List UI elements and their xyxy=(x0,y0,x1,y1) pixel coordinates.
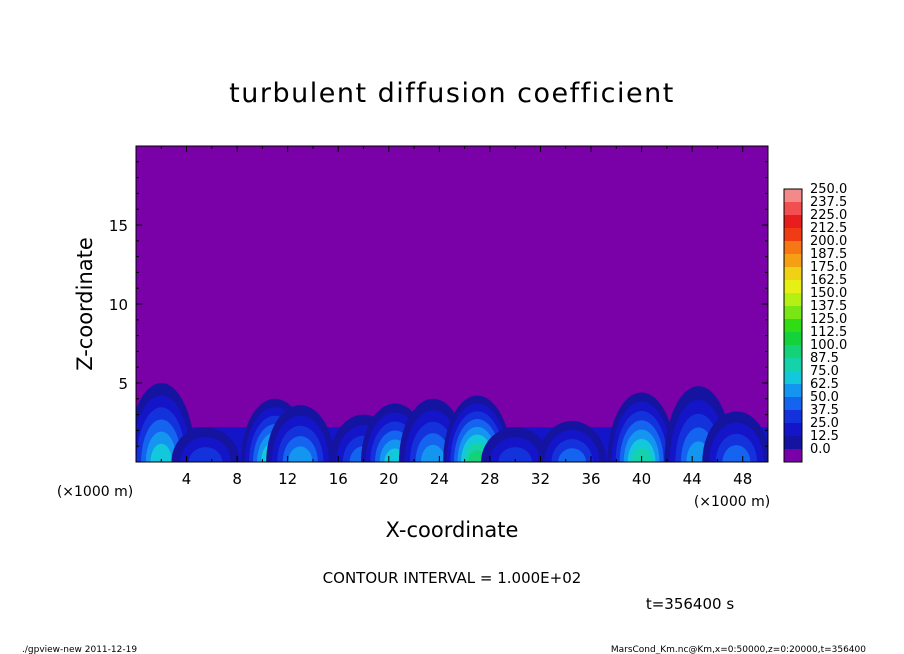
x-tick-label: 4 xyxy=(182,470,192,488)
contour-interval-text: CONTOUR INTERVAL = 1.000E+02 xyxy=(323,569,582,587)
colorbar-label: 25.0 xyxy=(810,416,839,431)
colorbar-swatch xyxy=(784,189,802,203)
colorbar-label: 75.0 xyxy=(810,364,839,379)
colorbar-label: 225.0 xyxy=(810,208,847,223)
x-tick-label: 24 xyxy=(430,470,449,488)
plume-0-level-5 xyxy=(150,443,173,462)
y-tick-label: 15 xyxy=(109,217,128,235)
colorbar-swatch xyxy=(784,319,802,333)
colorbar-swatch xyxy=(784,228,802,242)
x-tick-label: 44 xyxy=(683,470,702,488)
colorbar-swatch xyxy=(784,215,802,229)
plume-10-level-6 xyxy=(631,448,652,462)
colorbar-swatch xyxy=(784,423,802,437)
colorbar-label: 187.5 xyxy=(810,247,847,262)
y-axis-ticks: 5 10 15 xyxy=(109,161,768,447)
colorbar-swatch xyxy=(784,436,802,450)
y-tick-label: 10 xyxy=(109,296,128,314)
time-label: t=356400 s xyxy=(646,595,734,613)
colorbar-swatch xyxy=(784,293,802,307)
colorbar-label: 87.5 xyxy=(810,351,839,366)
plot-area xyxy=(135,145,769,463)
colorbar-label: 112.5 xyxy=(810,325,847,340)
plume-3-level-4 xyxy=(288,446,313,462)
colorbar: 250.0237.5225.0212.5200.0187.5175.0162.5… xyxy=(783,182,847,463)
colorbar-swatch xyxy=(784,241,802,255)
y-tick-label: 5 xyxy=(118,375,128,393)
colorbar-label: 200.0 xyxy=(810,234,847,249)
colorbar-label: 100.0 xyxy=(810,338,847,353)
x-tick-label: 20 xyxy=(379,470,398,488)
colorbar-swatch xyxy=(784,332,802,346)
colorbar-label: 12.5 xyxy=(810,429,839,444)
x-tick-label: 36 xyxy=(581,470,600,488)
chart-title: turbulent diffusion coefficient xyxy=(229,78,675,109)
y-axis-title: Z-coordinate xyxy=(73,237,97,371)
colorbar-label: 162.5 xyxy=(810,273,847,288)
colorbar-label: 150.0 xyxy=(810,286,847,301)
x-tick-label: 40 xyxy=(632,470,651,488)
colorbar-swatch xyxy=(784,254,802,268)
colorbar-label: 50.0 xyxy=(810,390,839,405)
x-tick-label: 8 xyxy=(232,470,242,488)
colorbar-label: 237.5 xyxy=(810,195,847,210)
x-tick-label: 32 xyxy=(531,470,550,488)
plume-12-level-3 xyxy=(722,445,751,462)
colorbar-swatch xyxy=(784,371,802,385)
plume-1-level-2 xyxy=(188,447,223,462)
colorbar-label: 62.5 xyxy=(810,377,839,392)
colorbar-swatch xyxy=(784,345,802,359)
colorbar-swatch xyxy=(784,306,802,320)
footer-right: MarsCond_Km.nc@Km,x=0:50000,z=0:20000,t=… xyxy=(611,645,866,654)
colorbar-swatch xyxy=(784,449,802,463)
colorbar-frame xyxy=(783,188,803,463)
colorbar-swatch xyxy=(784,267,802,281)
x-axis-unit-label: (×1000 m) xyxy=(694,494,770,510)
colorbar-label: 250.0 xyxy=(810,182,847,197)
colorbar-swatch xyxy=(784,410,802,424)
x-tick-label: 28 xyxy=(480,470,499,488)
y-axis-unit-label: (×1000 m) xyxy=(57,484,133,500)
footer-left: ./gpview-new 2011-12-19 xyxy=(22,645,137,654)
colorbar-label: 125.0 xyxy=(810,312,847,327)
x-axis-ticks: 4 8 12 16 20 24 28 32 36 40 44 48 xyxy=(160,146,752,488)
colorbar-swatch xyxy=(784,358,802,372)
x-axis-title: X-coordinate xyxy=(386,518,519,542)
x-tick-label: 12 xyxy=(278,470,297,488)
plume-layer xyxy=(136,383,768,462)
x-tick-label: 48 xyxy=(733,470,752,488)
colorbar-swatch xyxy=(784,397,802,411)
colorbar-swatch xyxy=(784,384,802,398)
plume-9-level-3 xyxy=(558,448,586,462)
colorbar-label: 175.0 xyxy=(810,260,847,275)
colorbar-label: 212.5 xyxy=(810,221,847,236)
colorbar-swatch xyxy=(784,202,802,216)
colorbar-swatch xyxy=(784,280,802,294)
x-tick-label: 16 xyxy=(329,470,348,488)
colorbar-label: 0.0 xyxy=(810,442,831,457)
plume-8-level-2 xyxy=(498,447,532,462)
colorbar-label: 137.5 xyxy=(810,299,847,314)
colorbar-label: 37.5 xyxy=(810,403,839,418)
